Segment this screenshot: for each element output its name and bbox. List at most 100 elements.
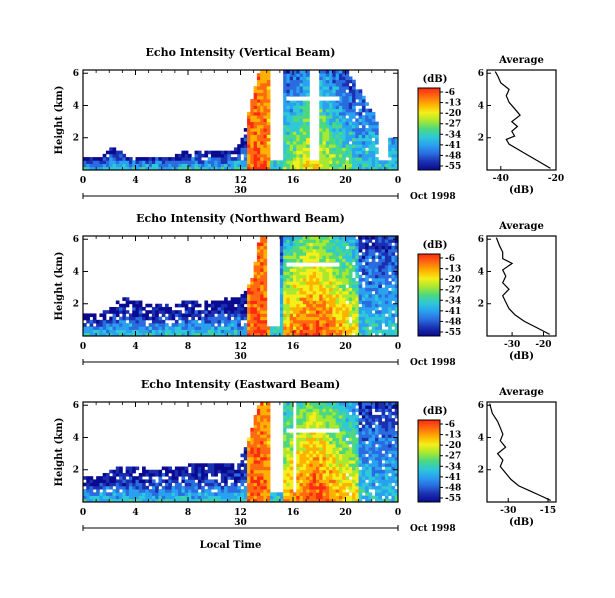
heatmap-cell: [260, 140, 264, 145]
heatmap-cell: [342, 95, 346, 100]
heatmap-cell: [338, 405, 343, 409]
heatmap-cell: [263, 450, 268, 455]
heatmap-cell: [312, 405, 317, 409]
heatmap-cell: [220, 495, 225, 500]
heatmap-cell: [247, 294, 251, 298]
heatmap-cell: [309, 290, 314, 295]
heatmap-cell: [260, 313, 264, 318]
heatmap-cell: [253, 472, 258, 477]
heatmap-cell: [247, 319, 251, 324]
heatmap-cell: [335, 463, 340, 467]
heatmap-cell: [266, 332, 271, 337]
heatmap-cell: [371, 121, 376, 126]
heatmap-cell: [394, 300, 399, 305]
heatmap-cell: [122, 485, 127, 490]
heatmap-cell: [283, 277, 287, 282]
heatmap-cell: [286, 118, 291, 123]
heatmap-cell: [256, 463, 261, 467]
heatmap-cell: [263, 326, 268, 330]
heatmap-cell: [188, 332, 192, 337]
heatmap-cell: [335, 128, 340, 132]
heatmap-cell: [329, 252, 333, 256]
heatmap-cell: [342, 128, 346, 132]
heatmap-cell: [319, 124, 323, 129]
heatmap-cell: [368, 261, 373, 266]
heatmap-cell: [283, 443, 287, 448]
heatmap-cell: [345, 147, 350, 152]
heatmap-cell: [181, 479, 186, 484]
heatmap-cell: [309, 284, 314, 289]
y-axis-label: Height (km): [54, 418, 65, 487]
heatmap-cell: [217, 332, 222, 337]
heatmap-cell: [329, 281, 333, 285]
heatmap-cell: [135, 323, 140, 327]
heatmap-cell: [335, 105, 340, 110]
heatmap-cell: [230, 495, 235, 500]
heatmap-cell: [325, 89, 330, 93]
heatmap-cell: [375, 316, 379, 321]
heatmap-cell: [197, 326, 202, 330]
heatmap-cell: [345, 411, 350, 416]
heatmap-cell: [394, 239, 399, 243]
heatmap-cell: [256, 447, 261, 451]
heatmap-cell: [338, 319, 343, 324]
heatmap-cell: [345, 153, 350, 158]
heatmap-cell: [253, 99, 258, 103]
heatmap-cell: [355, 294, 360, 298]
heatmap-cell: [237, 479, 241, 484]
heatmap-cell: [345, 95, 350, 100]
heatmap-cell: [388, 163, 392, 168]
heatmap-cell: [384, 434, 389, 438]
heatmap-cell: [283, 447, 287, 451]
heatmap-cell: [342, 326, 346, 330]
heatmap-cell: [151, 163, 156, 168]
heatmap-cell: [286, 76, 291, 81]
heatmap-cell: [256, 245, 261, 250]
heatmap-cell: [375, 402, 379, 406]
heatmap-cell: [174, 485, 179, 490]
heatmap-cell: [302, 310, 307, 314]
heatmap-cell: [381, 268, 386, 272]
heatmap-cell: [112, 479, 117, 484]
heatmap-cell: [345, 492, 350, 496]
heatmap-cell: [325, 252, 330, 256]
heatmap-cell: [335, 479, 340, 484]
heatmap-cell: [188, 153, 192, 158]
heatmap-cell: [299, 411, 304, 416]
heatmap-cell: [335, 79, 340, 84]
heatmap-cell: [122, 166, 127, 171]
heatmap-cell: [237, 303, 241, 308]
heatmap-cell: [122, 482, 127, 487]
heatmap-cell: [109, 316, 113, 321]
heatmap-cell: [315, 303, 320, 308]
heatmap-cell: [302, 411, 307, 416]
heatmap-cell: [342, 248, 346, 253]
heatmap-cell: [332, 70, 337, 74]
heatmap-cell: [329, 437, 333, 442]
heatmap-cell: [125, 163, 130, 168]
heatmap-cell: [243, 157, 248, 161]
heatmap-cell: [253, 163, 258, 168]
heatmap-cell: [89, 166, 94, 171]
profile-y-tick-label: 6: [478, 69, 484, 79]
heatmap-cell: [283, 326, 287, 330]
heatmap-cell: [224, 160, 228, 164]
heatmap-cell: [352, 408, 356, 413]
heatmap-cell: [181, 476, 186, 480]
heatmap-cell: [368, 476, 373, 480]
heatmap-cell: [335, 456, 340, 461]
heatmap-cell: [283, 153, 287, 158]
heatmap-cell: [352, 323, 356, 327]
heatmap-cell: [105, 166, 110, 171]
heatmap-cell: [312, 495, 317, 500]
heatmap-cell: [302, 463, 307, 467]
heatmap-cell: [233, 157, 238, 161]
heatmap-cell: [289, 411, 294, 416]
heatmap-cell: [296, 329, 300, 334]
heatmap-cell: [135, 306, 140, 311]
y-axis-label: Height (km): [54, 252, 65, 321]
heatmap-cell: [342, 281, 346, 285]
heatmap-cell: [312, 450, 317, 455]
heatmap-cell: [289, 268, 294, 272]
heatmap-cell: [345, 326, 350, 330]
